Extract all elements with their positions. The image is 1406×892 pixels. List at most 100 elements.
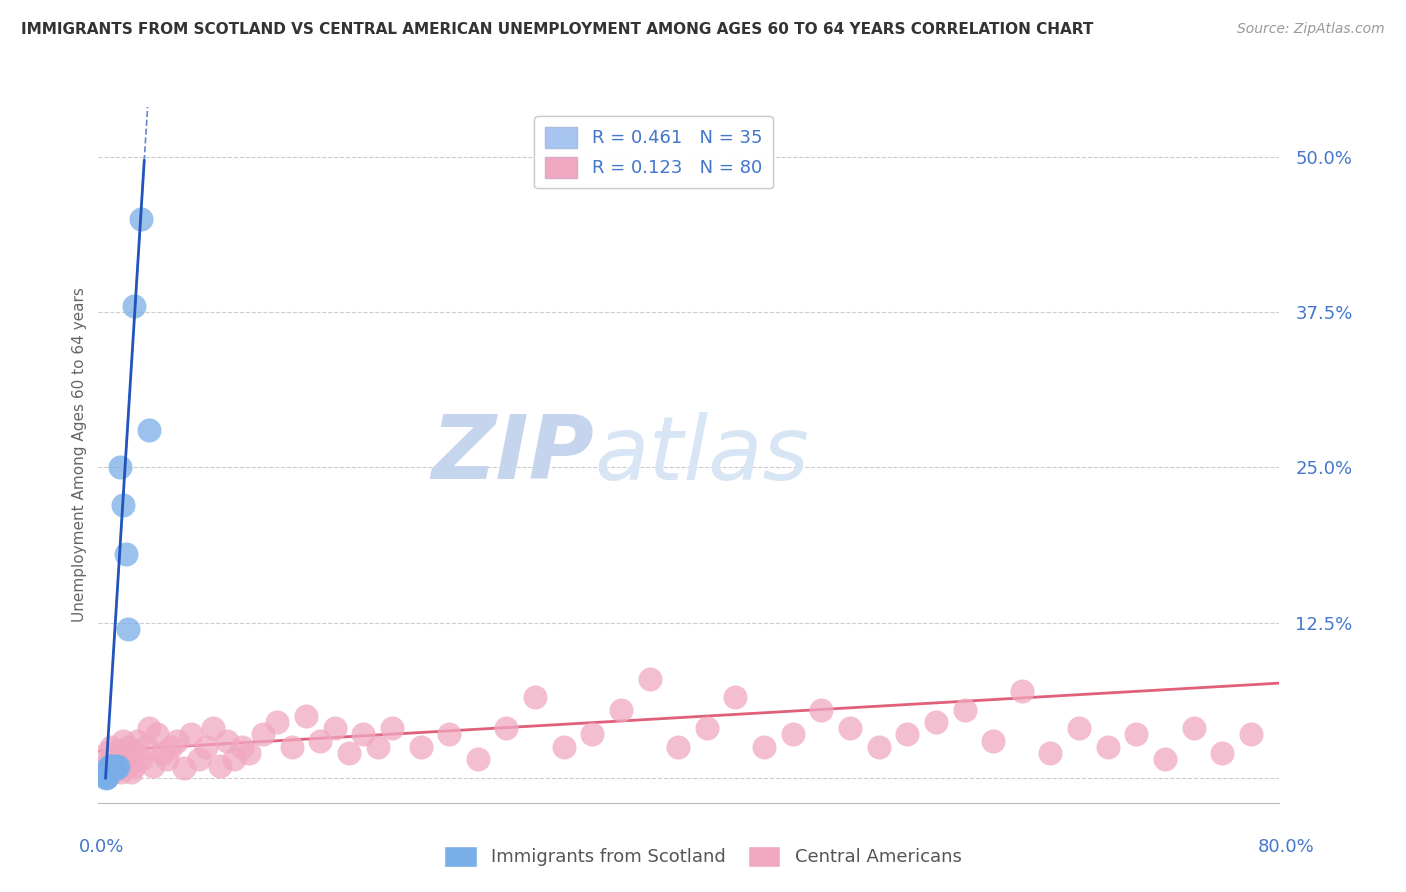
Point bbox=[160, 739, 183, 754]
Text: ZIP: ZIP bbox=[432, 411, 595, 499]
Point bbox=[108, 460, 131, 475]
Point bbox=[97, 764, 120, 779]
Point bbox=[381, 721, 404, 735]
Point bbox=[104, 761, 127, 775]
Point bbox=[96, 746, 118, 760]
Point bbox=[810, 703, 832, 717]
Point bbox=[96, 764, 118, 778]
Point bbox=[724, 690, 747, 705]
Point bbox=[1182, 721, 1205, 735]
Point bbox=[295, 708, 318, 723]
Point bbox=[409, 739, 432, 754]
Point bbox=[96, 767, 118, 781]
Point bbox=[839, 721, 862, 735]
Point bbox=[97, 761, 120, 775]
Text: 80.0%: 80.0% bbox=[1258, 838, 1315, 855]
Point bbox=[166, 733, 188, 747]
Point bbox=[231, 739, 253, 754]
Y-axis label: Unemployment Among Ages 60 to 64 years: Unemployment Among Ages 60 to 64 years bbox=[72, 287, 87, 623]
Point bbox=[122, 758, 145, 772]
Point bbox=[953, 703, 976, 717]
Point bbox=[107, 744, 129, 758]
Point bbox=[112, 761, 135, 775]
Point bbox=[252, 727, 274, 741]
Point bbox=[266, 714, 288, 729]
Point bbox=[120, 764, 142, 779]
Point bbox=[125, 733, 148, 747]
Point bbox=[122, 299, 145, 313]
Point bbox=[367, 739, 389, 754]
Point bbox=[108, 751, 131, 765]
Point bbox=[101, 764, 124, 779]
Point bbox=[98, 758, 121, 772]
Point bbox=[142, 758, 165, 772]
Text: Source: ZipAtlas.com: Source: ZipAtlas.com bbox=[1237, 22, 1385, 37]
Point bbox=[337, 746, 360, 760]
Point bbox=[96, 768, 118, 782]
Point bbox=[114, 746, 136, 760]
Point bbox=[94, 770, 117, 784]
Point bbox=[925, 714, 948, 729]
Point bbox=[97, 764, 120, 778]
Point bbox=[224, 752, 246, 766]
Point bbox=[280, 739, 302, 754]
Point bbox=[1154, 752, 1177, 766]
Point bbox=[107, 758, 129, 772]
Legend: R = 0.461   N = 35, R = 0.123   N = 80: R = 0.461 N = 35, R = 0.123 N = 80 bbox=[534, 116, 773, 188]
Text: 0.0%: 0.0% bbox=[79, 838, 124, 855]
Point bbox=[173, 761, 195, 775]
Point bbox=[121, 746, 143, 760]
Point bbox=[638, 672, 661, 686]
Point bbox=[180, 727, 202, 741]
Point bbox=[96, 770, 118, 784]
Point bbox=[117, 739, 139, 754]
Point bbox=[1240, 727, 1263, 741]
Point bbox=[105, 756, 128, 770]
Point bbox=[752, 739, 775, 754]
Point bbox=[97, 762, 120, 776]
Point bbox=[187, 752, 209, 766]
Point bbox=[98, 760, 121, 774]
Point bbox=[105, 761, 128, 775]
Point bbox=[98, 752, 121, 766]
Point bbox=[115, 758, 138, 772]
Point bbox=[97, 762, 120, 776]
Point bbox=[238, 746, 260, 760]
Point bbox=[437, 727, 460, 741]
Point bbox=[610, 703, 633, 717]
Point bbox=[104, 760, 127, 774]
Point bbox=[581, 727, 603, 741]
Point bbox=[117, 622, 139, 636]
Point bbox=[135, 739, 157, 754]
Point bbox=[101, 760, 124, 774]
Point bbox=[94, 771, 117, 785]
Point bbox=[138, 423, 160, 437]
Point bbox=[553, 739, 575, 754]
Point bbox=[209, 758, 232, 772]
Point bbox=[1039, 746, 1062, 760]
Point bbox=[194, 739, 217, 754]
Point bbox=[495, 721, 517, 735]
Point bbox=[868, 739, 890, 754]
Point bbox=[146, 727, 169, 741]
Point bbox=[96, 770, 118, 784]
Point bbox=[110, 764, 132, 779]
Point bbox=[1011, 684, 1033, 698]
Point bbox=[96, 764, 118, 779]
Point bbox=[666, 739, 689, 754]
Point bbox=[100, 758, 122, 772]
Point bbox=[114, 547, 136, 561]
Point bbox=[94, 768, 117, 782]
Point bbox=[782, 727, 804, 741]
Point bbox=[96, 766, 118, 780]
Point bbox=[111, 733, 134, 747]
Text: atlas: atlas bbox=[595, 412, 810, 498]
Point bbox=[103, 748, 125, 763]
Point bbox=[217, 733, 239, 747]
Legend: Immigrants from Scotland, Central Americans: Immigrants from Scotland, Central Americ… bbox=[437, 838, 969, 874]
Point bbox=[1097, 739, 1119, 754]
Point bbox=[100, 761, 122, 775]
Point bbox=[981, 733, 1004, 747]
Point bbox=[97, 758, 120, 772]
Point bbox=[111, 498, 134, 512]
